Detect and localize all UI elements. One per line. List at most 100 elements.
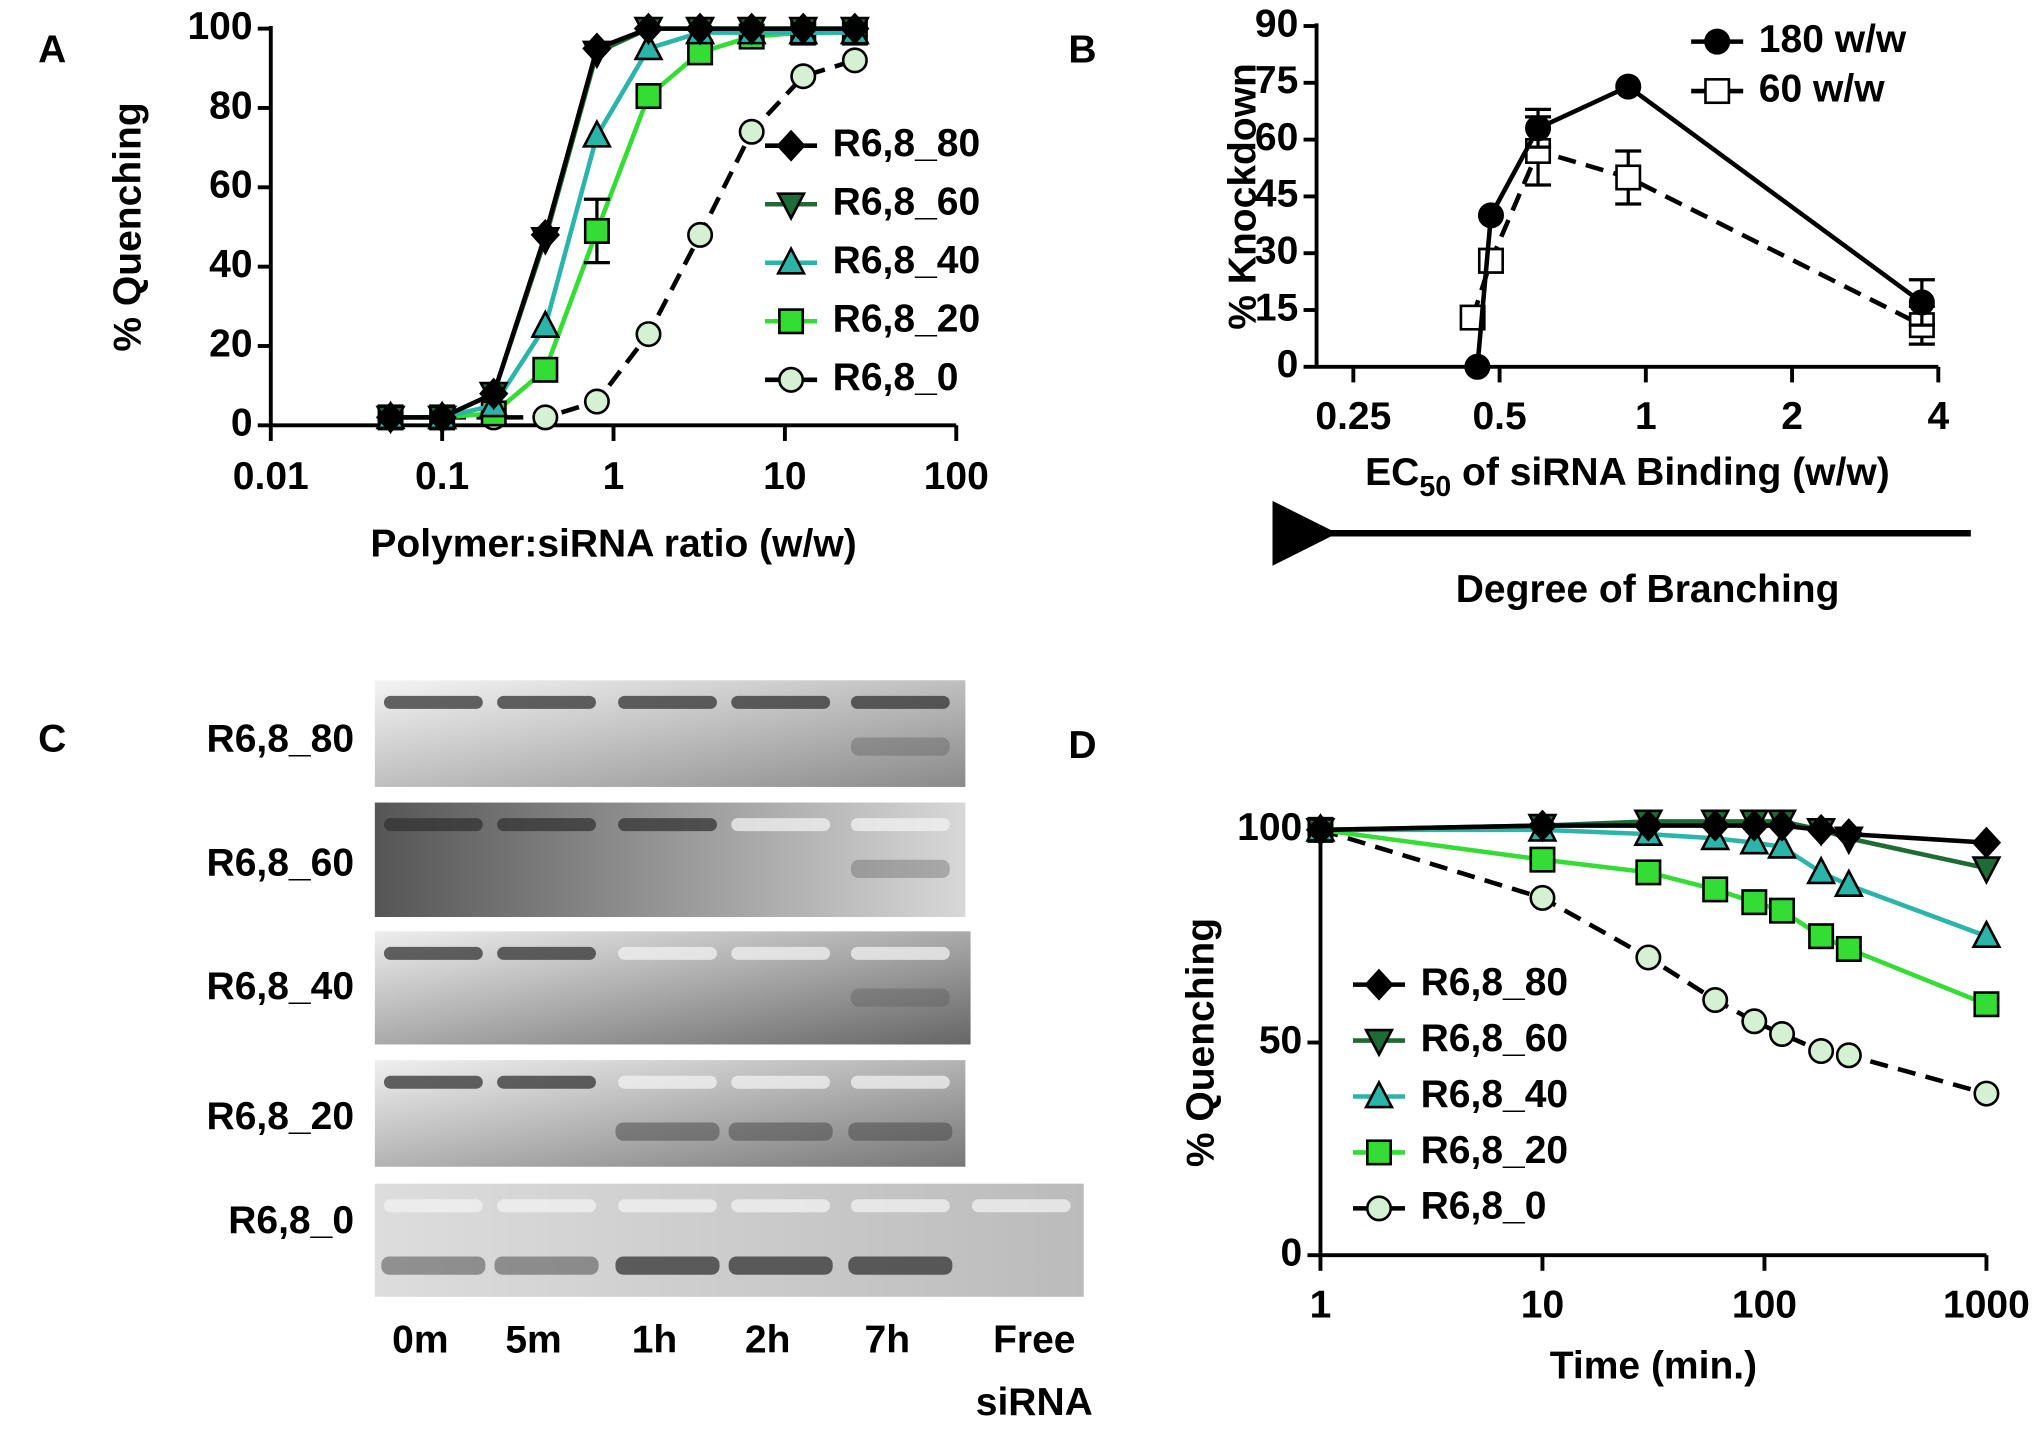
panel-label: C xyxy=(38,718,66,761)
marker xyxy=(532,356,559,383)
x-tick-label: 10 xyxy=(763,455,806,498)
gel-lane-label: 0m xyxy=(392,1319,448,1362)
gel-well xyxy=(618,946,717,960)
marker xyxy=(1766,830,1798,859)
series-line xyxy=(390,26,855,420)
marker xyxy=(375,401,406,434)
gel-well xyxy=(850,818,950,832)
marker xyxy=(1808,923,1835,950)
x-tick-label: 1 xyxy=(603,455,625,498)
x-axis-label: Polymer:siRNA ratio (w/w) xyxy=(370,523,856,566)
x-axis-label: Time (min.) xyxy=(1550,1345,1757,1388)
marker xyxy=(1973,991,2000,1018)
gel-band xyxy=(728,1256,833,1275)
legend-label: R6,8_40 xyxy=(1421,1073,1569,1116)
marker xyxy=(1908,289,1935,316)
marker xyxy=(582,32,612,65)
marker xyxy=(1971,919,2002,949)
gel-well xyxy=(731,818,831,832)
y-axis-label: % Quenching xyxy=(107,102,150,351)
marker xyxy=(776,245,807,275)
series-line xyxy=(1319,827,1988,1096)
gel-lane-label: siRNA xyxy=(976,1381,1093,1424)
marker xyxy=(1971,856,2002,885)
marker xyxy=(1834,818,1864,851)
x-tick-label: 1 xyxy=(1635,395,1657,438)
chart: B 0 15 30 45 60 75 90 0.25 0.5 1 2 4 % Knockdown EC50 … xyxy=(1068,2,1971,611)
marker xyxy=(1365,1139,1393,1166)
marker xyxy=(1477,202,1504,229)
marker xyxy=(790,63,817,90)
legend-label: R6,8_0 xyxy=(1421,1185,1547,1228)
series-line xyxy=(1470,148,1923,328)
marker xyxy=(1365,1195,1393,1222)
marker xyxy=(1635,859,1662,886)
gel-well xyxy=(731,1199,831,1213)
marker xyxy=(1700,809,1730,842)
gel-well xyxy=(383,818,483,832)
marker xyxy=(1971,826,2002,859)
marker xyxy=(737,12,767,45)
legend-label: 180 w/w xyxy=(1759,18,1907,61)
x-tick-label: 0.5 xyxy=(1472,395,1526,438)
marker xyxy=(1704,28,1731,55)
marker xyxy=(633,31,664,61)
gel-well xyxy=(383,695,483,709)
gel-row-label: R6,8_40 xyxy=(207,965,355,1008)
annotation: Degree of Branching xyxy=(1456,568,1840,611)
marker xyxy=(1615,73,1642,100)
marker xyxy=(776,192,807,222)
gel-well xyxy=(618,818,717,832)
x-tick-label: 0.1 xyxy=(415,455,469,498)
marker xyxy=(1769,897,1796,924)
gel-well xyxy=(850,1075,950,1089)
x-axis-label-part: EC xyxy=(1365,451,1419,494)
gel-well xyxy=(971,1199,1071,1213)
y-axis-label: % Knockdown xyxy=(1221,63,1264,330)
y-tick-label: 60 xyxy=(1255,116,1298,159)
y-tick-label: 0 xyxy=(231,402,253,445)
marker xyxy=(1529,884,1556,911)
chart: D 0 50 100 1 10 100 1000 % Quenching Time (min.) R… xyxy=(1068,724,2029,1387)
marker xyxy=(479,377,509,410)
y-tick-label: 40 xyxy=(209,243,252,286)
gel-well xyxy=(731,946,831,960)
x-tick-label: 0.01 xyxy=(233,455,309,498)
marker xyxy=(1769,1021,1796,1048)
marker xyxy=(1364,968,1394,1001)
y-tick-label: 30 xyxy=(1255,230,1298,273)
panel-label: D xyxy=(1068,724,1096,767)
marker xyxy=(738,118,765,145)
marker xyxy=(1363,1028,1395,1058)
marker xyxy=(788,12,818,45)
legend-label: R6,8_20 xyxy=(833,298,981,341)
marker xyxy=(530,309,561,338)
marker xyxy=(1529,846,1556,873)
gel-lane-label: 5m xyxy=(505,1319,561,1362)
marker xyxy=(1806,813,1836,846)
marker xyxy=(1525,115,1552,142)
legend-label: R6,8_80 xyxy=(833,122,981,165)
y-tick-label: 15 xyxy=(1255,286,1298,329)
legend-label: R6,8_80 xyxy=(1421,961,1569,1004)
marker xyxy=(1633,809,1664,842)
marker xyxy=(1477,247,1504,274)
gel-well xyxy=(497,1075,596,1089)
marker xyxy=(1833,868,1864,897)
marker xyxy=(635,83,662,110)
marker xyxy=(1741,1008,1768,1035)
marker xyxy=(1615,164,1642,191)
marker xyxy=(840,12,870,45)
gel-well xyxy=(497,818,596,832)
marker xyxy=(1702,876,1729,903)
gel-well xyxy=(497,946,596,960)
legend-label: 60 w/w xyxy=(1759,67,1885,110)
marker xyxy=(1741,889,1768,916)
marker xyxy=(581,118,612,148)
gel-band xyxy=(494,1256,599,1275)
panel-label: B xyxy=(1068,28,1096,71)
y-axis-label: % Quenching xyxy=(1180,918,1223,1167)
series-line xyxy=(390,26,855,420)
marker xyxy=(1459,304,1486,331)
gel-row-label: R6,8_80 xyxy=(207,718,355,761)
